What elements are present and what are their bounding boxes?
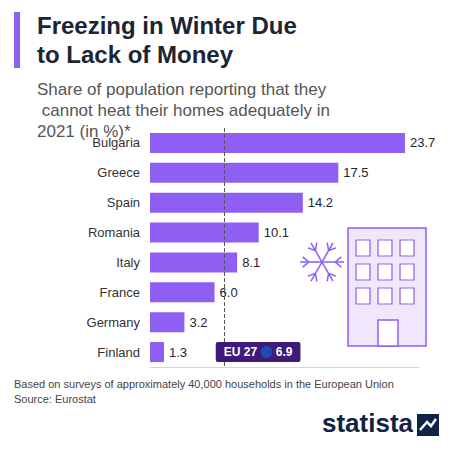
svg-text:statista: statista: [322, 408, 414, 438]
svg-text:Spain: Spain: [107, 195, 140, 210]
svg-text:Source: Eurostat: Source: Eurostat: [14, 393, 96, 405]
svg-text:Italy: Italy: [116, 255, 140, 270]
svg-text:France: France: [100, 285, 140, 300]
svg-text:14.2: 14.2: [308, 195, 333, 210]
svg-text:Bulgaria: Bulgaria: [92, 135, 140, 151]
svg-text:6.9: 6.9: [276, 345, 293, 359]
svg-text:8.1: 8.1: [242, 255, 260, 270]
svg-text:1.3: 1.3: [169, 345, 187, 360]
svg-text:17.5: 17.5: [343, 165, 368, 180]
svg-text:23.7: 23.7: [410, 135, 435, 150]
svg-text:Based on surveys of approximat: Based on surveys of approximately 40,000…: [14, 378, 394, 390]
svg-text:10.1: 10.1: [264, 225, 289, 240]
svg-text:Germany: Germany: [87, 315, 141, 330]
svg-text:6.0: 6.0: [220, 285, 238, 300]
svg-text:Freezing in Winter Due: Freezing in Winter Due: [37, 12, 303, 39]
svg-text:Greece: Greece: [97, 165, 140, 180]
svg-text:2021 (in %)*: 2021 (in %)*: [37, 122, 131, 141]
svg-text:Romania: Romania: [88, 225, 141, 240]
svg-text:Share of population reporting: Share of population reporting that they: [37, 80, 327, 99]
svg-text:to Lack of Money: to Lack of Money: [37, 41, 234, 68]
svg-text:cannot heat their homes adequa: cannot heat their homes adequately in: [37, 101, 335, 120]
svg-text:Finland: Finland: [97, 345, 140, 360]
svg-text:EU 27: EU 27: [224, 345, 258, 359]
svg-text:3.2: 3.2: [189, 315, 207, 330]
